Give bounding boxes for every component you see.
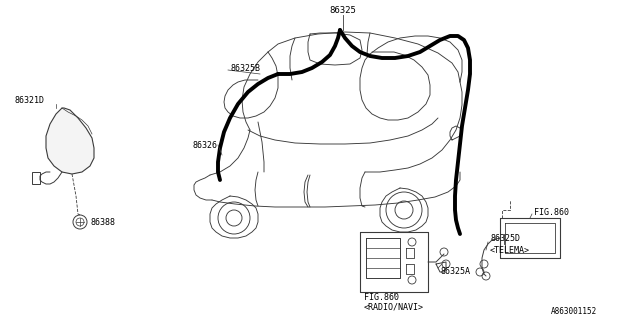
Text: FIG.860: FIG.860 [364, 293, 399, 302]
Text: 86325: 86325 [330, 5, 356, 14]
Text: <TELEMA>: <TELEMA> [490, 245, 530, 254]
Text: FIG.860: FIG.860 [534, 207, 569, 217]
Text: 86326: 86326 [192, 140, 217, 149]
Polygon shape [46, 108, 94, 174]
Text: <RADIO/NAVI>: <RADIO/NAVI> [364, 302, 424, 311]
Text: 86321D: 86321D [14, 95, 44, 105]
Text: 86388: 86388 [90, 218, 115, 227]
Text: A863001152: A863001152 [551, 308, 597, 316]
Text: 86325A: 86325A [440, 268, 470, 276]
Bar [32, 172, 40, 184]
Text: 86325D: 86325D [490, 234, 520, 243]
Text: 86325B: 86325B [230, 63, 260, 73]
